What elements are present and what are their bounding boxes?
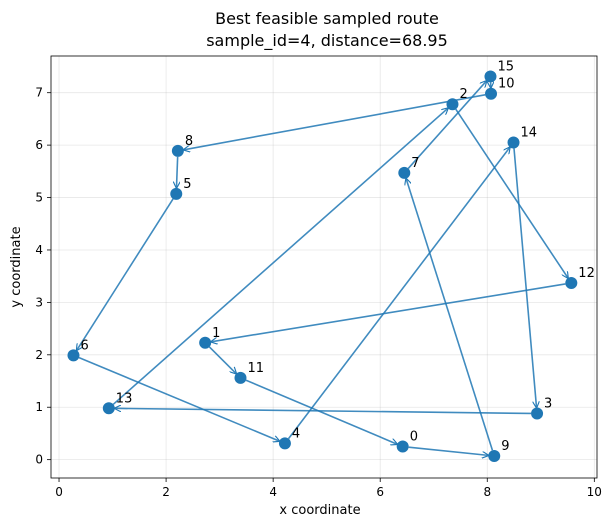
y-tick-label: 6: [35, 138, 43, 152]
route-point: [485, 87, 498, 100]
point-label: 10: [498, 77, 515, 92]
route-edge: [406, 179, 494, 451]
point-label: 3: [544, 397, 552, 412]
route-point: [278, 437, 291, 450]
x-tick-label: 6: [376, 485, 384, 499]
y-axis-label: y coordinate: [9, 226, 24, 307]
route-edge: [455, 108, 568, 278]
point-label: 2: [459, 87, 467, 102]
route-point: [171, 144, 184, 157]
route-edge: [208, 346, 236, 374]
y-tick-label: 0: [35, 453, 43, 467]
point-label: 4: [292, 426, 300, 441]
point-label: 13: [116, 391, 133, 406]
route-edge: [287, 147, 510, 440]
route-edge: [211, 283, 566, 342]
route-point: [396, 440, 409, 453]
point-label: 15: [497, 59, 514, 74]
y-axis-ticks: 0 1 2 3 4 5 6 7: [35, 86, 51, 467]
point-label: 14: [520, 125, 537, 140]
route-point: [102, 402, 115, 415]
route-point: [199, 336, 212, 349]
route-point: [565, 276, 578, 289]
point-label: 9: [501, 439, 509, 454]
route-point: [488, 449, 501, 462]
y-tick-label: 1: [35, 400, 43, 414]
plot-frame: [50, 55, 598, 479]
route-point: [446, 98, 459, 111]
chart-subtitle: sample_id=4, distance=68.95: [206, 31, 448, 51]
route-edge: [184, 94, 486, 150]
point-label: 1: [212, 326, 220, 341]
y-tick-label: 3: [35, 295, 43, 309]
y-tick-label: 4: [35, 243, 43, 257]
route-edge: [245, 379, 397, 444]
route-edge: [112, 108, 448, 405]
route-point: [170, 187, 183, 200]
route-point: [484, 70, 497, 83]
x-axis-label: x coordinate: [279, 503, 360, 518]
route-edges: [77, 81, 568, 455]
point-label: 7: [411, 156, 419, 171]
y-tick-label: 2: [35, 348, 43, 362]
x-tick-label: 2: [162, 485, 170, 499]
route-point: [234, 371, 247, 384]
chart-title: Best feasible sampled route: [215, 9, 439, 28]
route-point: [531, 407, 544, 420]
route-edge: [513, 148, 537, 407]
route-point: [67, 349, 80, 362]
route-edge: [176, 156, 177, 188]
point-label: 0: [410, 430, 418, 445]
x-axis-ticks: 0 2 4 6 8 10: [55, 478, 602, 499]
route-edge: [115, 408, 532, 415]
point-label: 12: [578, 266, 595, 281]
route-edge: [407, 81, 486, 169]
route-points: [67, 70, 578, 462]
y-tick-label: 7: [35, 86, 43, 100]
point-label: 11: [247, 361, 264, 376]
x-tick-label: 0: [55, 485, 63, 499]
route-edge: [408, 446, 489, 455]
x-tick-label: 8: [483, 485, 491, 499]
point-label: 5: [183, 177, 191, 192]
point-label: 8: [185, 134, 193, 149]
x-tick-label: 4: [269, 485, 277, 499]
y-tick-label: 5: [35, 191, 43, 205]
grid: [51, 56, 597, 478]
route-edge: [77, 198, 174, 350]
point-label: 6: [80, 338, 88, 353]
route-point: [398, 166, 411, 179]
route-point: [507, 136, 520, 149]
route-edge: [78, 356, 279, 441]
x-tick-label: 10: [587, 485, 602, 499]
